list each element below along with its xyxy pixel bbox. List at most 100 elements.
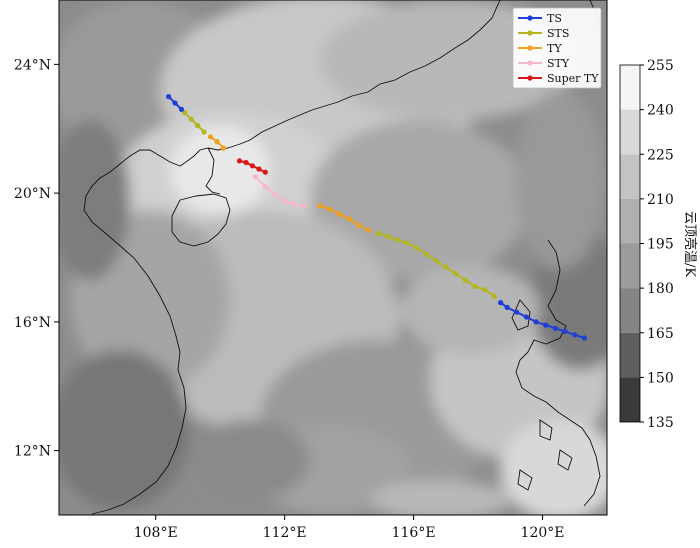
track-point [243, 159, 249, 166]
legend-marker [527, 30, 533, 36]
colorbar-tick-label: 135 [647, 415, 674, 431]
track-point [504, 304, 510, 310]
colorbar-band [620, 377, 640, 422]
longitude-axis: 108°E 112°E 116°E 120°E [134, 515, 565, 541]
lat-tick-label: 16°N [14, 315, 51, 331]
lon-tick-label: 108°E [134, 525, 178, 541]
lon-tick-label: 112°E [263, 525, 307, 541]
track-point [346, 216, 352, 222]
track-point [552, 325, 559, 331]
track-point [572, 332, 578, 338]
colorbar-tick-label: 240 [647, 103, 674, 119]
track-point [272, 192, 278, 198]
track-legend: TS STS TY STY Super TY [512, 7, 602, 89]
colorbar-tick-label: 195 [647, 237, 674, 253]
hainan-island [171, 193, 231, 247]
track-point [188, 116, 194, 122]
colorbar: 255 240 225 210 195 180 165 150 135 云顶亮温/K [619, 58, 698, 431]
track-point [220, 145, 226, 151]
track-point [356, 222, 362, 228]
track-point [336, 211, 342, 217]
track-point [201, 129, 207, 135]
track-point [214, 139, 220, 145]
track-point [195, 122, 201, 129]
map-frame [58, 0, 608, 516]
track-point [178, 106, 185, 112]
china-coastline [85, 0, 501, 197]
leizhou-coast [205, 147, 221, 195]
track-point [375, 230, 381, 236]
track-point [533, 319, 539, 325]
track-point [327, 206, 333, 212]
track-point [498, 300, 504, 306]
colorbar-band [620, 288, 640, 333]
track-point [423, 251, 430, 257]
track-point [249, 163, 255, 169]
luzon-coast [515, 239, 601, 507]
track-point [491, 293, 497, 299]
track-point [256, 166, 262, 172]
colorbar-tick-label: 210 [647, 192, 674, 208]
philippine-islands [511, 299, 573, 491]
legend-marker [527, 15, 533, 21]
lat-tick-label: 12°N [14, 444, 51, 460]
track-point [433, 258, 439, 264]
track-point [462, 277, 468, 283]
track-point [481, 287, 488, 293]
colorbar-tick-label: 180 [647, 281, 674, 297]
track-point [262, 169, 268, 175]
typhoon-track [166, 94, 588, 341]
legend-marker [527, 45, 533, 51]
track-point [236, 158, 243, 164]
track-point [414, 245, 420, 251]
colorbar-tick-label: 165 [647, 326, 674, 342]
track-point [514, 309, 520, 315]
track-point [562, 328, 568, 335]
track-point [543, 322, 549, 328]
track-point [207, 134, 214, 140]
colorbar-tick-label: 255 [647, 58, 674, 74]
latitude-axis: 24°N 20°N 16°N 12°N [14, 57, 59, 460]
track-point [301, 203, 307, 209]
track-point [253, 174, 259, 180]
track-point [172, 100, 178, 106]
colorbar-tick-label: 150 [647, 370, 674, 386]
legend-label: STS [547, 27, 569, 40]
track-point [394, 237, 401, 243]
track-point [262, 184, 268, 190]
lat-tick-label: 24°N [14, 57, 51, 73]
colorbar-band [620, 154, 640, 199]
lon-tick-label: 116°E [392, 525, 436, 541]
legend-label: TS [547, 12, 562, 25]
legend-box [512, 7, 602, 89]
track-segment-STS_west [183, 111, 205, 133]
track-point [317, 203, 323, 209]
track-segment-TS_east [500, 301, 585, 339]
colorbar-band [620, 198, 640, 244]
colorbar-band [620, 109, 640, 155]
legend-marker [527, 60, 533, 66]
lat-tick-label: 20°N [14, 186, 51, 202]
colorbar-label: 云顶亮温/K [682, 211, 698, 277]
track-point [452, 271, 459, 277]
legend-label: Super TY [547, 72, 599, 85]
track-point [166, 94, 172, 100]
track-point [182, 110, 188, 116]
colorbar-band [620, 65, 640, 110]
vietnam-coast [83, 195, 187, 515]
track-point [443, 264, 449, 270]
lon-tick-label: 120°E [521, 525, 565, 541]
track-point [472, 283, 478, 290]
track-point [282, 198, 288, 204]
track-point [404, 240, 410, 246]
colorbar-tick-label: 225 [647, 147, 674, 163]
legend-marker [527, 75, 533, 81]
colorbar-band [620, 332, 640, 378]
legend-label: TY [547, 42, 562, 55]
coastlines [83, 0, 601, 515]
track-point [365, 227, 372, 233]
track-point [581, 335, 588, 341]
track-point [385, 234, 391, 240]
legend-label: STY [547, 57, 570, 70]
